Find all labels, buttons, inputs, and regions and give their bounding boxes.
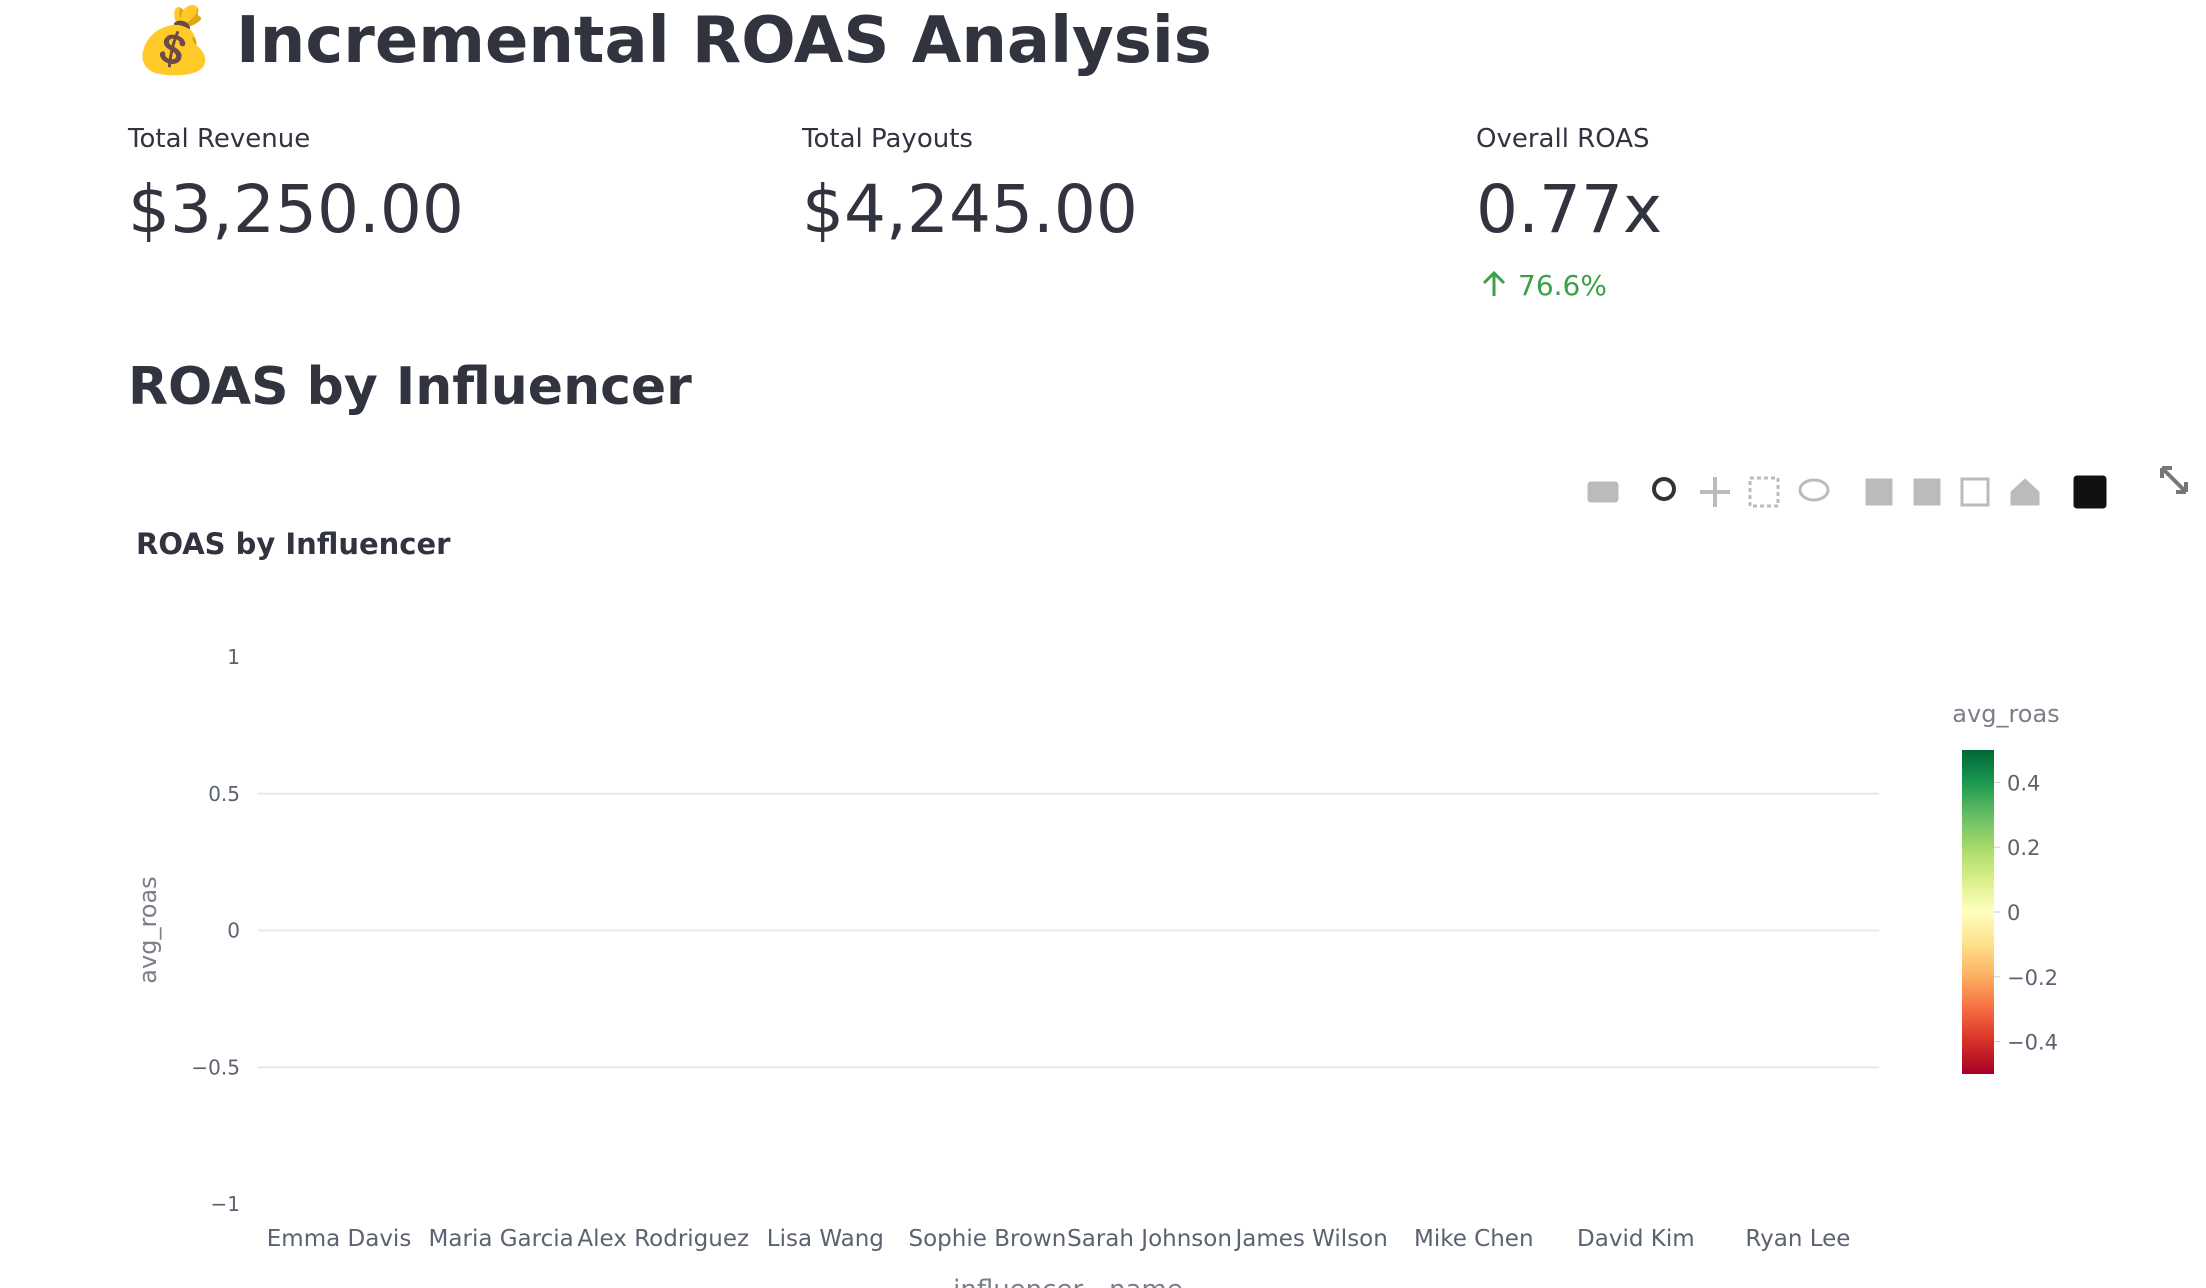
- metric-label: Total Payouts: [801, 124, 973, 154]
- metric-value: $4,245.00: [802, 171, 1138, 248]
- x-tick-label: David Kim: [1577, 1226, 1695, 1252]
- modebar: [1587, 466, 2188, 509]
- chart-title: ROAS by Influencer: [136, 527, 451, 561]
- zoom-in-icon[interactable]: [1865, 478, 1893, 506]
- x-tick-label: Sophie Brown: [909, 1226, 1067, 1252]
- metric-label: Overall ROAS: [1476, 124, 1650, 154]
- x-tick-label: Alex Rodriguez: [577, 1226, 749, 1252]
- y-tick-label: 0.5: [208, 782, 240, 806]
- colorbar-title: avg_roas: [1952, 700, 2059, 728]
- pan-icon[interactable]: [1700, 477, 1730, 507]
- plot: 1 0.5 0 −0.5 −1 Emma Davis Maria Garcia Alex Ro…: [191, 645, 2058, 1252]
- metric-value: $3,250.00: [128, 171, 464, 248]
- fullscreen-icon[interactable]: [2160, 466, 2188, 494]
- colorbar: [1962, 750, 1994, 1074]
- section-title: ROAS by Influencer: [128, 357, 692, 417]
- colorbar-tick-label: 0: [2007, 901, 2020, 925]
- colorbar-tick-label: −0.2: [2007, 966, 2058, 990]
- x-tick-label: Emma Davis: [267, 1226, 412, 1252]
- metric-delta: 76.6%: [1518, 269, 1607, 302]
- lasso-icon[interactable]: [1798, 478, 1830, 502]
- x-axis-title: influencer__name: [953, 1275, 1183, 1288]
- select-icon[interactable]: [1748, 476, 1780, 508]
- y-tick-label: 1: [227, 645, 240, 669]
- x-tick-label: Mike Chen: [1414, 1226, 1534, 1252]
- metric-label: Total Revenue: [127, 124, 310, 154]
- colorbar-tick-label: 0.2: [2007, 836, 2040, 860]
- colorbar-tick-label: 0.4: [2007, 771, 2040, 795]
- reset-icon[interactable]: [2010, 478, 2040, 506]
- y-tick-label: −0.5: [191, 1055, 240, 1079]
- zoom-out-icon[interactable]: [1913, 478, 1941, 506]
- metrics: Total Revenue $3,250.00 Total Payouts $4,24…: [127, 124, 1662, 302]
- colorbar-tick-label: −0.4: [2007, 1031, 2058, 1055]
- y-axis-title: avg_roas: [134, 876, 162, 983]
- x-tick-label: Maria Garcia: [429, 1226, 574, 1252]
- metric-value: 0.77x: [1476, 171, 1662, 248]
- y-tick-label: 0: [227, 919, 240, 943]
- x-tick-label: James Wilson: [1233, 1226, 1387, 1252]
- autoscale-icon[interactable]: [1960, 477, 1990, 507]
- y-tick-label: −1: [211, 1192, 240, 1216]
- x-tick-label: Sarah Johnson: [1067, 1226, 1232, 1252]
- delta-arrow: [1482, 270, 1506, 296]
- zoom-icon[interactable]: [1652, 477, 1676, 501]
- camera-icon[interactable]: [1587, 481, 1619, 503]
- plotly-logo[interactable]: [2073, 475, 2107, 509]
- x-tick-label: Lisa Wang: [767, 1226, 884, 1252]
- x-tick-label: Ryan Lee: [1745, 1226, 1850, 1252]
- page-title: 💰 Incremental ROAS Analysis: [134, 4, 1212, 78]
